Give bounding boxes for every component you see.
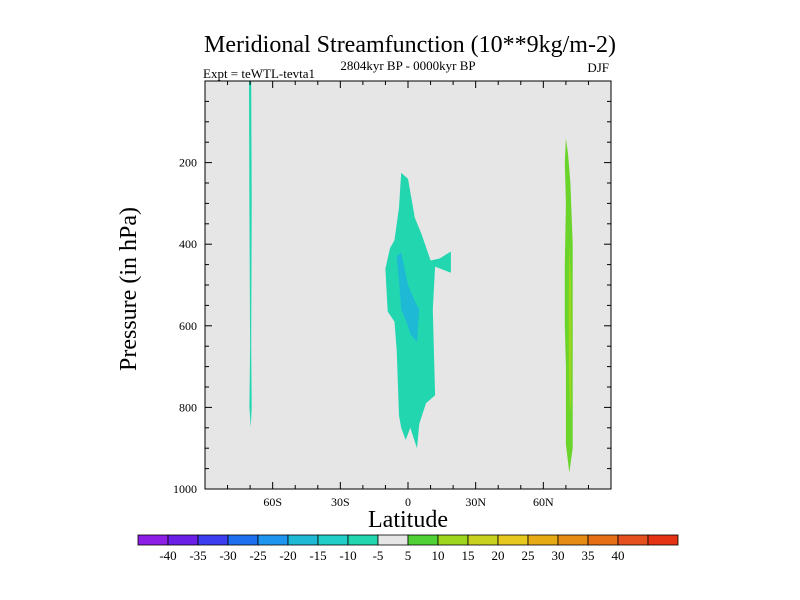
colorbar-swatch: [137, 534, 169, 546]
colorbar-label: -40: [159, 548, 176, 563]
colorbar-swatch: [377, 534, 409, 546]
axis-ticks: 60S 30S 0 30N 60N 200 400 600 800 1000: [173, 81, 611, 509]
contour-regions: [249, 81, 573, 473]
colorbar-swatch: [407, 534, 439, 546]
colorbar-label: 40: [612, 548, 625, 563]
y-tick-label: 600: [179, 319, 197, 333]
colorbar-label: 35: [582, 548, 595, 563]
colorbar-label: 20: [492, 548, 505, 563]
colorbar-label: -15: [309, 548, 326, 563]
colorbar-swatch: [197, 534, 229, 546]
y-tick-label: 400: [179, 237, 197, 251]
colorbar-swatch: [467, 534, 499, 546]
period-label: 2804kyr BP - 0000kyr BP: [340, 58, 475, 73]
colorbar-label: -25: [249, 548, 266, 563]
colorbar-label: -35: [189, 548, 206, 563]
colorbar-swatch: [227, 534, 259, 546]
experiment-label: Expt = teWTL-tevta1: [203, 66, 315, 81]
colorbar-swatch: [347, 534, 379, 546]
colorbar-swatch: [287, 534, 319, 546]
colorbar-label: 5: [405, 548, 412, 563]
colorbar-label: 10: [432, 548, 445, 563]
colorbar-swatch: [587, 534, 619, 546]
colorbar-swatch: [317, 534, 349, 546]
colorbar-swatch: [167, 534, 199, 546]
x-tick-label: 60N: [533, 495, 554, 509]
colorbar: -40 -35 -30 -25 -20 -15 -10 -5 5 10 15 20 25 30 35 40: [137, 534, 679, 563]
x-tick-label: 60S: [263, 495, 282, 509]
colorbar-swatch: [437, 534, 469, 546]
y-tick-label: 200: [179, 156, 197, 170]
colorbar-swatch: [257, 534, 289, 546]
colorbar-label: 25: [522, 548, 535, 563]
colorbar-label: 30: [552, 548, 565, 563]
colorbar-label: -10: [339, 548, 356, 563]
chart-title: Meridional Streamfunction (10**9kg/m-2): [204, 32, 616, 58]
colorbar-swatch: [527, 534, 559, 546]
colorbar-swatch: [497, 534, 529, 546]
contour-region-northern-core: [568, 244, 572, 416]
colorbar-swatch: [647, 534, 679, 546]
x-tick-label: 0: [405, 495, 411, 509]
colorbar-swatch: [557, 534, 589, 546]
colorbar-label: -5: [373, 548, 384, 563]
y-tick-label: 800: [179, 400, 197, 414]
x-tick-label: 30S: [331, 495, 350, 509]
y-tick-label: 1000: [173, 482, 197, 496]
colorbar-label: -30: [219, 548, 236, 563]
x-tick-label: 30N: [465, 495, 486, 509]
season-label: DJF: [587, 60, 609, 75]
colorbar-swatch: [617, 534, 649, 546]
x-axis-label: Latitude: [368, 507, 448, 533]
contour-region-southern-strip: [249, 81, 252, 428]
colorbar-label: -20: [279, 548, 296, 563]
contour-region-equatorial-core: [396, 252, 420, 343]
y-axis-label: Pressure (in hPa): [116, 207, 142, 371]
colorbar-label: 15: [462, 548, 475, 563]
